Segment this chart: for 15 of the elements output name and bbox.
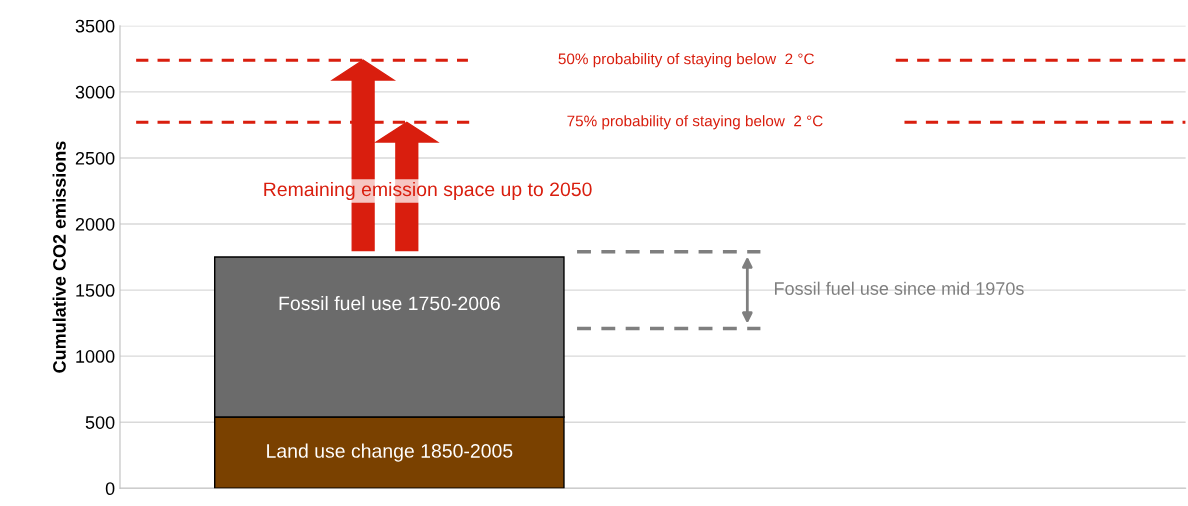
annotation: Fossil fuel use since mid 1970s [775,281,1024,295]
y-tick-label: 1500 [76,284,115,297]
y-tick-label: 2000 [75,217,115,231]
y-tick-label: 1000 [76,350,115,363]
series-label: Fossil fuel use 1750-2006 [279,295,500,311]
y-tick-label: 0 [105,482,115,496]
y-tick-label: 2500 [75,151,115,165]
ref-line-label: 75% probability of staying below 2 °C [567,115,823,130]
y-axis-title: Cumulative CO2 emissions [52,141,66,373]
ref-line-label: 50% probability of staying below 2 °C [558,53,814,68]
y-tick-label: 3000 [75,85,115,99]
y-tick-label: 3500 [75,19,115,33]
series-label: Land use change 1850-2005 [267,443,513,462]
annotation: Remaining emission space up to 2050 [264,181,592,201]
y-tick-label: 500 [85,416,115,429]
